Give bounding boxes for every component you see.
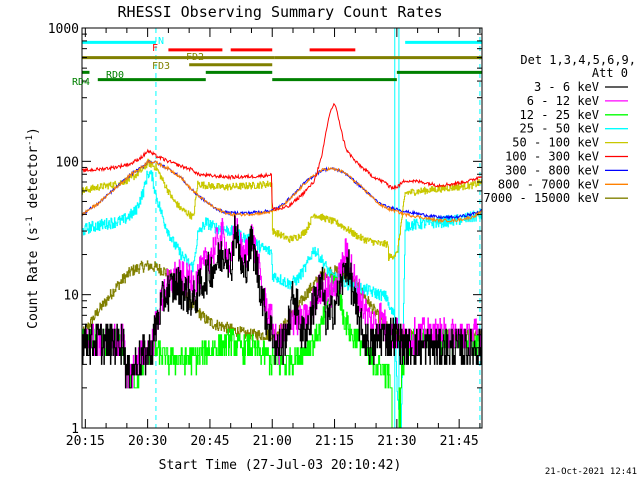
legend-label-12-25-kev: 12 - 25 keV	[520, 108, 599, 122]
y-tick-label: 1000	[48, 22, 79, 37]
vline-layer	[82, 28, 481, 428]
plot-area	[82, 28, 482, 428]
legend-title-line-2: Att 0	[592, 66, 628, 80]
legend-label-800-7000-kev: 800 - 7000 keV	[498, 177, 599, 191]
x-tick-label: 20:30	[128, 434, 167, 449]
x-tick-label: 20:15	[66, 434, 105, 449]
y-tick-label: 100	[56, 155, 79, 170]
legend-label-6-12-kev: 6 - 12 keV	[527, 94, 599, 108]
status-label-fd2: FD2	[186, 52, 204, 63]
x-tick-label: 21:00	[253, 434, 292, 449]
axis-layer: 1 10 100 1000 20:15 20:30 20:45 21:00 21:15 21:30…	[48, 22, 482, 449]
legend-label-25-50-kev: 25 - 50 keV	[520, 122, 599, 136]
x-tick-label: 21:15	[315, 434, 354, 449]
y-tick-label: 1	[71, 422, 79, 437]
legend-label-100-300-kev: 100 - 300 keV	[505, 150, 599, 164]
series-line-100-300-kev	[82, 102, 482, 212]
series-layer	[82, 102, 482, 428]
plot-frame	[81, 27, 483, 429]
x-axis-label: Start Time (27-Jul-03 20:10:42)	[159, 458, 402, 473]
y-axis-label-sup1: -1	[25, 216, 35, 227]
y-axis-label-end: )	[26, 127, 41, 135]
legend-title-line-1: Det 1,3,4,5,6,9,	[520, 53, 636, 67]
status-label-rd4: RD4	[72, 77, 90, 88]
x-tick-label: 21:30	[377, 434, 416, 449]
status-label-n: N	[158, 36, 164, 47]
legend-label-300-800-kev: 300 - 800 keV	[505, 163, 599, 177]
status-label-fd3: FD3	[152, 61, 170, 72]
x-tick-label: 20:45	[190, 434, 229, 449]
status-bar-layer	[82, 40, 482, 82]
y-axis-label-sup2: -1	[25, 135, 35, 146]
legend-label-3-6-kev: 3 - 6 keV	[534, 80, 599, 94]
status-label-rd0: RD0	[106, 70, 124, 81]
x-tick-label: 21:45	[440, 434, 479, 449]
series-line-3-6-kev	[82, 212, 482, 389]
series-line-50-100-kev	[82, 158, 482, 261]
render-timestamp: 21-Oct-2021 12:41	[545, 467, 637, 477]
legend-label-7000-15000-kev: 7000 - 15000 keV	[483, 191, 599, 205]
y-axis-label-main: Count Rate (s	[26, 227, 41, 329]
y-tick-label: 10	[63, 289, 79, 304]
y-axis-label-mid: detector	[26, 146, 41, 217]
y-axis-label: Count Rate (s-1 detector-1)	[25, 127, 41, 329]
chart-title: RHESSI Observing Summary Count Rates	[117, 3, 442, 21]
series-line-25-50-kev	[82, 170, 482, 428]
series-line-800-7000-kev	[82, 159, 482, 224]
status-label-f: F	[152, 43, 158, 54]
legend-label-50-100-kev: 50 - 100 keV	[512, 136, 599, 150]
